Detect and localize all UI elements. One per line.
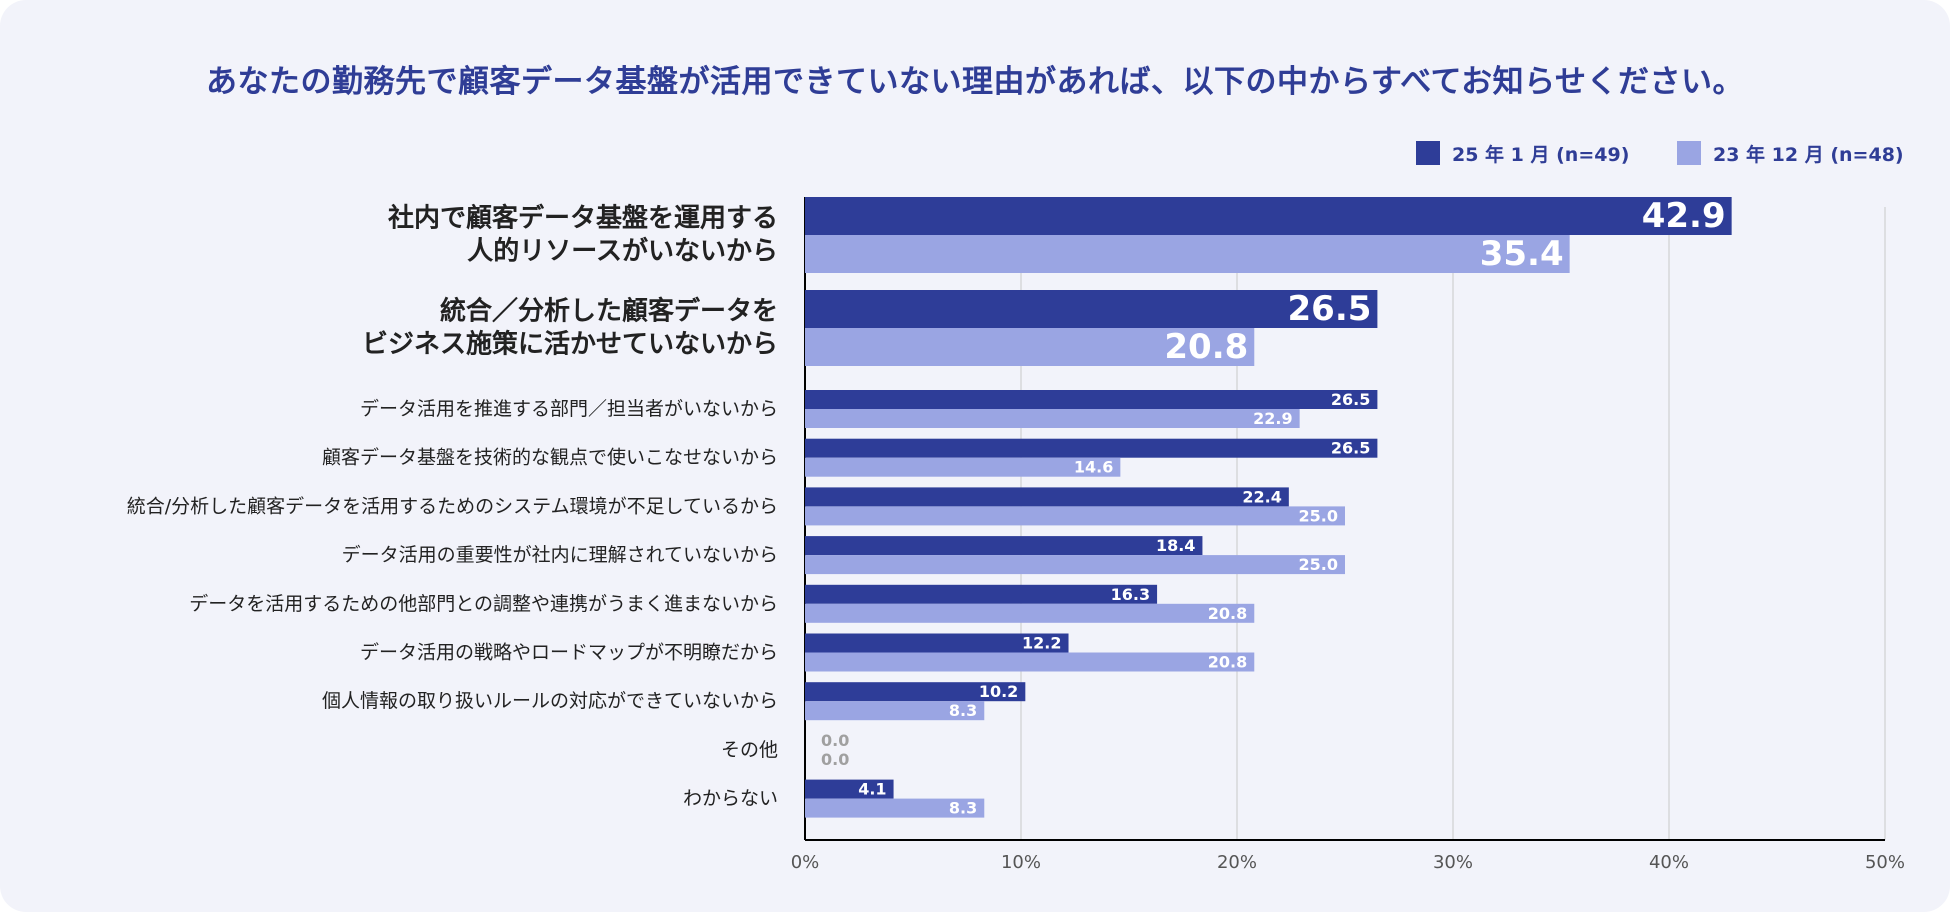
- bar-2025-1: [805, 290, 1378, 328]
- bar-2025-2: [805, 390, 1378, 409]
- x-tick-label-10: 10%: [1001, 852, 1041, 873]
- category-label-line: 人的リソースがいないから: [467, 236, 778, 267]
- data-label-2023-5: 25.0: [1299, 555, 1338, 574]
- category-label-line: 社内で顧客データ基盤を運用する: [388, 203, 778, 234]
- x-tick-label-30: 30%: [1433, 852, 1473, 873]
- bar-2025-6: [805, 584, 1158, 604]
- category-label-7: データ活用の戦略やロードマップが不明瞭だから: [360, 642, 778, 664]
- bar-2025-4: [805, 487, 1289, 507]
- category-label-4: 統合/分析した顧客データを活用するためのシステム環境が不足しているから: [127, 495, 778, 517]
- category-label-line: 個人情報の取り扱いルールの対応ができていないから: [322, 690, 778, 712]
- bar-2023-3: [805, 457, 1121, 477]
- category-label-3: 顧客データ基盤を技術的な観点で使いこなせないから: [322, 447, 778, 469]
- category-label-0: 社内で顧客データ基盤を運用する人的リソースがいないから: [388, 203, 778, 267]
- bar-2023-7: [805, 652, 1255, 672]
- category-label-5: データ活用の重要性が社内に理解されていないから: [342, 544, 778, 566]
- bar-2023-4: [805, 506, 1345, 526]
- bar-2023-0: [805, 235, 1570, 273]
- data-label-2023-0: 35.4: [1480, 234, 1564, 274]
- legend-label-2025: 25 年 1 月 (n=49): [1452, 143, 1630, 166]
- legend-item-2023: 23 年 12 月 (n=48): [1677, 141, 1904, 166]
- legend-item-2025: 25 年 1 月 (n=49): [1416, 141, 1630, 166]
- data-label-2025-2: 26.5: [1331, 390, 1370, 409]
- category-label-line: データ活用の重要性が社内に理解されていないから: [342, 544, 778, 566]
- data-label-2025-5: 18.4: [1156, 536, 1195, 555]
- chart-title: あなたの勤務先で顧客データ基盤が活用できていない理由があれば、以下の中からすべて…: [206, 64, 1744, 100]
- bar-2025-7: [805, 633, 1069, 653]
- bar-2023-8: [805, 701, 985, 721]
- legend-label-2023: 23 年 12 月 (n=48): [1713, 143, 1904, 166]
- data-label-2025-6: 16.3: [1111, 585, 1150, 604]
- category-label-9: その他: [721, 739, 778, 761]
- bar-2023-2: [805, 409, 1300, 428]
- data-label-2025-10: 4.1: [858, 780, 886, 799]
- x-tick-label-0: 0%: [791, 852, 820, 873]
- data-label-2023-9: 0.0: [821, 750, 849, 769]
- category-label-line: ビジネス施策に活かせていないから: [362, 329, 778, 360]
- category-label-line: データを活用するための他部門との調整や連携がうまく進まないから: [189, 593, 778, 615]
- bar-2025-10: [805, 779, 894, 799]
- data-label-2023-3: 14.6: [1074, 458, 1113, 477]
- category-label-2: データ活用を推進する部門／担当者がいないから: [360, 398, 778, 420]
- category-label-8: 個人情報の取り扱いルールの対応ができていないから: [322, 690, 778, 712]
- bar-2023-5: [805, 555, 1345, 575]
- x-tick-label-40: 40%: [1649, 852, 1689, 873]
- category-label-10: わからない: [683, 788, 778, 810]
- data-label-2023-10: 8.3: [949, 799, 977, 818]
- category-label-line: 統合／分析した顧客データを: [440, 296, 778, 327]
- data-label-2025-4: 22.4: [1242, 487, 1281, 506]
- bar-2025-8: [805, 682, 1026, 702]
- bar-2023-10: [805, 798, 985, 818]
- data-label-2025-1: 26.5: [1288, 289, 1372, 329]
- data-label-2025-3: 26.5: [1331, 439, 1370, 458]
- bar-2023-6: [805, 603, 1255, 623]
- data-label-2023-6: 20.8: [1208, 604, 1247, 623]
- category-label-6: データを活用するための他部門との調整や連携がうまく進まないから: [189, 593, 778, 615]
- data-label-2023-4: 25.0: [1299, 506, 1338, 525]
- data-label-2025-8: 10.2: [979, 682, 1018, 701]
- legend-swatch-2023: [1677, 141, 1701, 165]
- category-label-line: その他: [721, 739, 778, 761]
- data-label-2023-1: 20.8: [1164, 327, 1248, 367]
- x-tick-label-50: 50%: [1865, 852, 1905, 873]
- legend-swatch-2025: [1416, 141, 1440, 165]
- category-label-line: わからない: [683, 788, 778, 810]
- data-label-2025-0: 42.9: [1642, 196, 1726, 236]
- category-label-line: 顧客データ基盤を技術的な観点で使いこなせないから: [322, 447, 778, 469]
- data-label-2023-7: 20.8: [1208, 653, 1247, 672]
- x-tick-label-20: 20%: [1217, 852, 1257, 873]
- category-label-1: 統合／分析した顧客データをビジネス施策に活かせていないから: [362, 296, 778, 360]
- data-label-2025-9: 0.0: [821, 731, 849, 750]
- category-label-line: データ活用の戦略やロードマップが不明瞭だから: [360, 642, 778, 664]
- category-label-line: データ活用を推進する部門／担当者がいないから: [360, 398, 778, 420]
- data-label-2025-7: 12.2: [1022, 634, 1061, 653]
- bar-2023-1: [805, 328, 1255, 366]
- category-label-line: 統合/分析した顧客データを活用するためのシステム環境が不足しているから: [127, 495, 778, 517]
- bar-2025-0: [805, 197, 1732, 235]
- data-label-2023-2: 22.9: [1253, 409, 1292, 428]
- bar-2025-3: [805, 438, 1378, 458]
- data-label-2023-8: 8.3: [949, 701, 977, 720]
- bar-2025-5: [805, 536, 1203, 556]
